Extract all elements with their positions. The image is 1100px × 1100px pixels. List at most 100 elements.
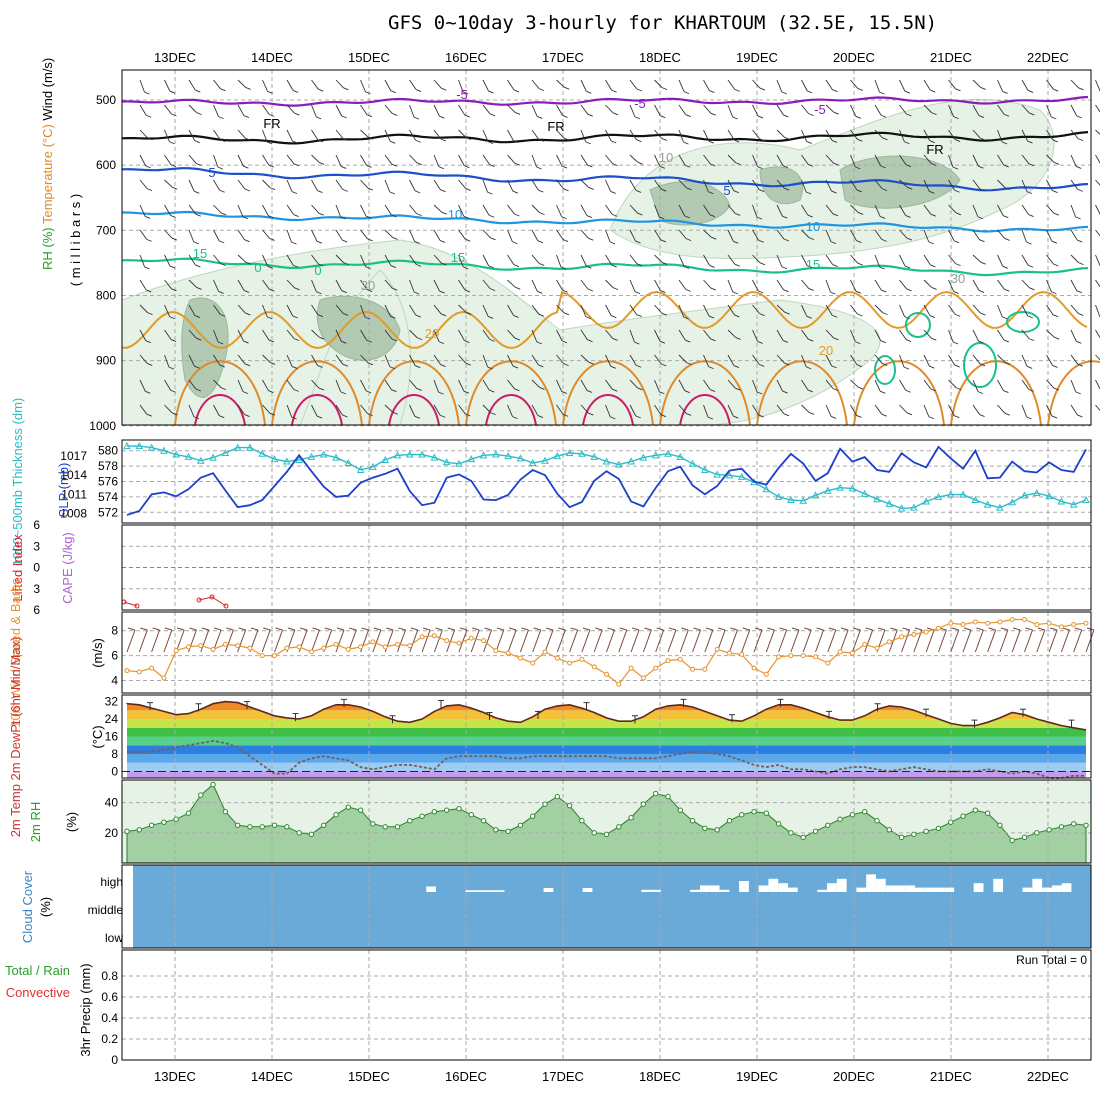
wind-barb — [703, 179, 709, 192]
wind-barb-10m-flag — [152, 627, 160, 631]
wind-barb — [727, 354, 735, 366]
wind-barb-flag — [733, 415, 739, 419]
wind-barb-flag — [1004, 187, 1011, 191]
wind-barb — [188, 229, 195, 243]
wind-barb-flag — [759, 313, 765, 317]
thickness-point — [910, 503, 918, 511]
wind-speed-point — [862, 641, 868, 647]
wind-barb-10m — [642, 629, 652, 653]
wind-barb-flag — [317, 314, 324, 318]
wind-barb — [311, 129, 319, 141]
rh-point — [788, 830, 794, 836]
wind-barb-flag — [465, 188, 471, 191]
wind-barb — [335, 404, 343, 416]
wind-barb-flag — [220, 212, 227, 216]
wind-barb-flag — [413, 291, 420, 295]
wind-barb-10m — [581, 629, 591, 653]
wind-barb — [899, 179, 908, 188]
wind-barb-flag — [683, 266, 690, 269]
wind-barb — [188, 254, 196, 266]
wind-barb-flag — [904, 316, 910, 320]
y-axis-label-temp: 2m Temp 2m DewPt (6hr Min/Max) — [8, 637, 23, 838]
wind-barb — [1021, 354, 1028, 367]
wind-barb-flag — [661, 262, 668, 265]
wind-barb — [335, 154, 342, 167]
wind-barb — [237, 179, 246, 190]
rh-shading — [609, 98, 1055, 260]
wind-barb — [972, 179, 981, 190]
wind-barb-flag — [220, 313, 226, 317]
thickness-point — [799, 496, 808, 504]
wind-barb-flag — [857, 212, 864, 215]
wind-barb-10m-flag — [226, 627, 234, 631]
wind-barb — [433, 229, 441, 241]
contour-label: 20 — [819, 343, 833, 358]
wind-barb — [139, 229, 148, 240]
wind-barb-flag — [218, 240, 225, 244]
wind-barb — [654, 404, 662, 415]
wind-barb — [213, 229, 220, 242]
wind-barb-flag — [1053, 263, 1059, 267]
wind-barb-flag — [978, 165, 984, 169]
wind-barb-flag — [832, 89, 838, 93]
wind-barb-flag — [413, 116, 420, 120]
wind-barb-flag — [316, 291, 322, 295]
wind-barb-flag — [341, 340, 347, 344]
wind-barb-flag — [855, 115, 861, 119]
wind-barb — [482, 279, 491, 289]
wind-barb-flag — [636, 263, 643, 267]
wind-barb-10m — [483, 629, 493, 653]
wind-barb-flag — [563, 413, 569, 417]
wind-barb-flag — [438, 341, 445, 345]
cloud-high-gap — [856, 887, 867, 892]
wind-barb-flag — [783, 413, 790, 417]
wind-barb-flag — [220, 387, 227, 391]
wind-barb — [678, 104, 686, 115]
temp-color-band — [127, 753, 1086, 763]
wind-speed-point — [739, 651, 745, 657]
wind-barb — [360, 204, 367, 217]
wind-barb-flag — [439, 414, 446, 418]
wind-barb-flag — [487, 141, 494, 145]
wind-barb — [507, 379, 515, 390]
wind-barb-flag — [588, 412, 594, 416]
wind-barb-flag — [1029, 112, 1035, 116]
wind-barb-flag — [514, 162, 520, 166]
wind-barb-flag — [955, 88, 961, 92]
wind-barb-flag — [857, 88, 863, 91]
wind-barb — [580, 379, 588, 391]
wind-barb — [433, 154, 440, 167]
wind-barb — [335, 179, 344, 190]
wind-barb-flag — [367, 238, 373, 242]
rh-point — [542, 801, 548, 807]
wind-barb-flag — [952, 341, 959, 345]
cloud-high-gap — [817, 889, 828, 892]
wind-speed-point — [935, 625, 941, 631]
isotherm-arch — [1047, 360, 1100, 426]
wind-barb — [531, 104, 538, 117]
wind-barb — [164, 129, 170, 142]
rh-dark-shading — [316, 295, 401, 361]
wind-barb-flag — [1053, 212, 1059, 216]
wind-barb — [776, 354, 785, 364]
wind-barb — [409, 104, 415, 118]
wind-barb-flag — [833, 337, 839, 341]
wind-speed-point — [468, 635, 474, 641]
rh-point — [628, 815, 634, 821]
wind-barb — [1095, 229, 1100, 237]
wind-barb — [752, 279, 759, 292]
wind-barb-flag — [733, 190, 739, 194]
wind-barb-flag — [392, 113, 398, 116]
wind-barb-flag — [684, 390, 690, 394]
temp-color-band — [127, 745, 1086, 754]
wind-barb — [262, 154, 270, 166]
y-tick-temp: 24 — [105, 712, 119, 726]
wind-barb-flag — [882, 137, 888, 141]
wind-barb — [629, 229, 636, 242]
wind-barb — [458, 279, 466, 291]
wind-speed-point — [788, 653, 794, 659]
wind-barb — [899, 329, 907, 340]
y-axis-label-cloud: Cloud Cover — [20, 870, 35, 943]
wind-barb-flag — [169, 265, 176, 269]
wind-barb — [458, 404, 466, 415]
